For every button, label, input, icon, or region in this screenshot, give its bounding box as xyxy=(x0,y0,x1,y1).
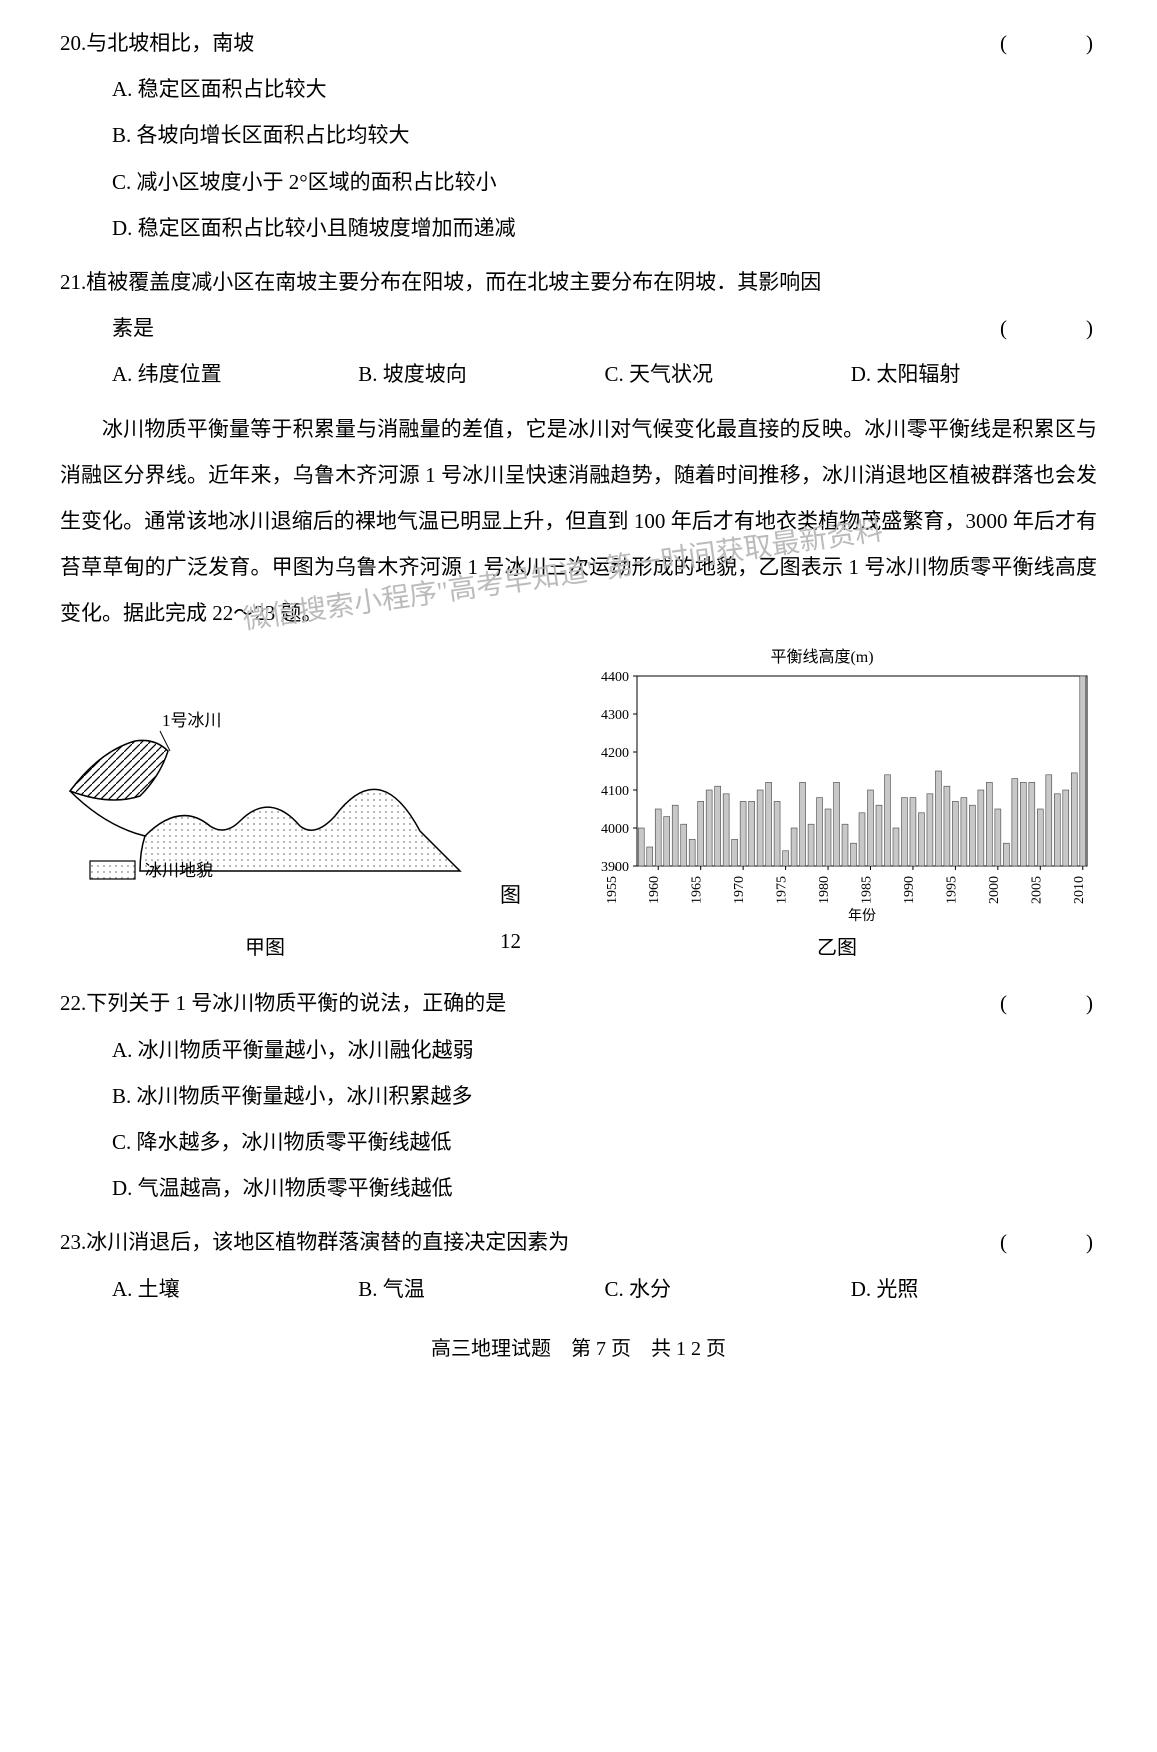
q22-options: A. 冰川物质平衡量越小，冰川融化越弱 B. 冰川物质平衡量越小，冰川积累越多 … xyxy=(60,1027,1097,1212)
q22-option-c[interactable]: C. 降水越多，冰川物质零平衡线越低 xyxy=(112,1119,1097,1165)
q20-option-a[interactable]: A. 稳定区面积占比较大 xyxy=(112,66,1097,112)
q20-option-c[interactable]: C. 减小区坡度小于 2°区域的面积占比较小 xyxy=(112,159,1097,205)
figure-area: 微信搜索小程序"高考早知道" 第一时间获取最新资料 1号冰川冰川地貌 甲图 图 … xyxy=(60,646,1097,970)
svg-text:冰川地貌: 冰川地貌 xyxy=(145,861,213,880)
question-22: 22. 下列关于 1 号冰川物质平衡的说法，正确的是 ( ) A. 冰川物质平衡… xyxy=(60,980,1097,1211)
question-21: 21. 植被覆盖度减小区在南坡主要分布在阳坡，而在北坡主要分布在阴坡．其影响因 … xyxy=(60,259,1097,398)
svg-text:1990: 1990 xyxy=(902,876,917,904)
figure-center-label: 图 12 xyxy=(500,872,547,970)
q20-answer-blank[interactable]: ( ) xyxy=(1000,20,1097,66)
svg-text:1号冰川: 1号冰川 xyxy=(162,711,222,730)
svg-text:4000: 4000 xyxy=(601,822,629,837)
page-footer: 高三地理试题 第 7 页 共 1 2 页 xyxy=(60,1327,1097,1371)
q21-answer-blank[interactable]: ( ) xyxy=(1000,305,1097,351)
q23-stem-row: 23. 冰川消退后，该地区植物群落演替的直接决定因素为 ( ) xyxy=(60,1219,1097,1265)
q20-options: A. 稳定区面积占比较大 B. 各坡向增长区面积占比均较大 C. 减小区坡度小于… xyxy=(60,66,1097,251)
q20-option-b[interactable]: B. 各坡向增长区面积占比均较大 xyxy=(112,112,1097,158)
q22-stem: 下列关于 1 号冰川物质平衡的说法，正确的是 xyxy=(86,980,1000,1026)
svg-text:1970: 1970 xyxy=(732,876,747,904)
q23-number: 23. xyxy=(60,1219,86,1265)
q23-option-b[interactable]: B. 气温 xyxy=(358,1266,604,1312)
svg-text:2000: 2000 xyxy=(987,876,1002,904)
question-20: 20. 与北坡相比，南坡 ( ) A. 稳定区面积占比较大 B. 各坡向增长区面… xyxy=(60,20,1097,251)
q21-option-d[interactable]: D. 太阳辐射 xyxy=(851,351,1097,397)
svg-text:1995: 1995 xyxy=(944,876,959,904)
q21-options: A. 纬度位置 B. 坡度坡向 C. 天气状况 D. 太阳辐射 xyxy=(60,351,1097,397)
svg-text:1975: 1975 xyxy=(775,876,790,904)
svg-text:3900: 3900 xyxy=(601,860,629,875)
svg-text:年份: 年份 xyxy=(848,908,876,924)
q21-stem-line1: 植被覆盖度减小区在南坡主要分布在阳坡，而在北坡主要分布在阴坡．其影响因 xyxy=(86,259,1097,305)
q23-stem: 冰川消退后，该地区植物群落演替的直接决定因素为 xyxy=(86,1219,1000,1265)
passage-text: 冰川物质平衡量等于积累量与消融量的差值，它是冰川对气候变化最直接的反映。冰川零平… xyxy=(60,406,1097,637)
q22-option-a[interactable]: A. 冰川物质平衡量越小，冰川融化越弱 xyxy=(112,1027,1097,1073)
svg-text:4400: 4400 xyxy=(601,670,629,685)
figure-a-svg: 1号冰川冰川地貌 xyxy=(60,696,470,926)
q22-stem-row: 22. 下列关于 1 号冰川物质平衡的说法，正确的是 ( ) xyxy=(60,980,1097,1026)
q23-option-a[interactable]: A. 土壤 xyxy=(112,1266,358,1312)
q21-number: 21. xyxy=(60,259,86,305)
q22-option-d[interactable]: D. 气温越高，冰川物质零平衡线越低 xyxy=(112,1165,1097,1211)
q22-answer-blank[interactable]: ( ) xyxy=(1000,980,1097,1026)
q22-option-b[interactable]: B. 冰川物质平衡量越小，冰川积累越多 xyxy=(112,1073,1097,1119)
q23-option-d[interactable]: D. 光照 xyxy=(851,1266,1097,1312)
q21-stem: 21. 植被覆盖度减小区在南坡主要分布在阳坡，而在北坡主要分布在阴坡．其影响因 … xyxy=(60,259,1097,351)
q20-stem: 与北坡相比，南坡 xyxy=(86,20,1000,66)
q23-option-c[interactable]: C. 水分 xyxy=(605,1266,851,1312)
svg-text:2005: 2005 xyxy=(1029,876,1044,904)
q21-option-b[interactable]: B. 坡度坡向 xyxy=(358,351,604,397)
svg-text:4300: 4300 xyxy=(601,708,629,723)
q23-answer-blank[interactable]: ( ) xyxy=(1000,1219,1097,1265)
svg-text:1985: 1985 xyxy=(859,876,874,904)
q21-stem-line2: 素是 xyxy=(112,305,1000,351)
q22-number: 22. xyxy=(60,980,86,1026)
q21-option-a[interactable]: A. 纬度位置 xyxy=(112,351,358,397)
svg-text:1980: 1980 xyxy=(817,876,832,904)
svg-text:1955: 1955 xyxy=(605,876,620,904)
q20-number: 20. xyxy=(60,20,86,66)
figure-b-container: 平衡线高度(m)平衡线高度390040004100420043004400195… xyxy=(577,646,1097,970)
q21-option-c[interactable]: C. 天气状况 xyxy=(605,351,851,397)
q20-option-d[interactable]: D. 稳定区面积占比较小且随坡度增加而递减 xyxy=(112,205,1097,251)
svg-text:平衡线高度(m): 平衡线高度(m) xyxy=(770,648,873,666)
svg-text:4100: 4100 xyxy=(601,784,629,799)
svg-text:1965: 1965 xyxy=(690,876,705,904)
svg-text:4200: 4200 xyxy=(601,746,629,761)
q20-stem-row: 20. 与北坡相比，南坡 ( ) xyxy=(60,20,1097,66)
figure-b-svg: 平衡线高度(m)平衡线高度390040004100420043004400195… xyxy=(577,646,1097,926)
svg-text:2010: 2010 xyxy=(1072,876,1087,904)
figure-a-caption: 甲图 xyxy=(60,926,470,970)
svg-text:1960: 1960 xyxy=(647,876,662,904)
q23-options: A. 土壤 B. 气温 C. 水分 D. 光照 xyxy=(60,1266,1097,1312)
figure-a-container: 1号冰川冰川地貌 甲图 xyxy=(60,696,470,970)
figure-b-caption: 乙图 xyxy=(577,926,1097,970)
question-23: 23. 冰川消退后，该地区植物群落演替的直接决定因素为 ( ) A. 土壤 B.… xyxy=(60,1219,1097,1311)
